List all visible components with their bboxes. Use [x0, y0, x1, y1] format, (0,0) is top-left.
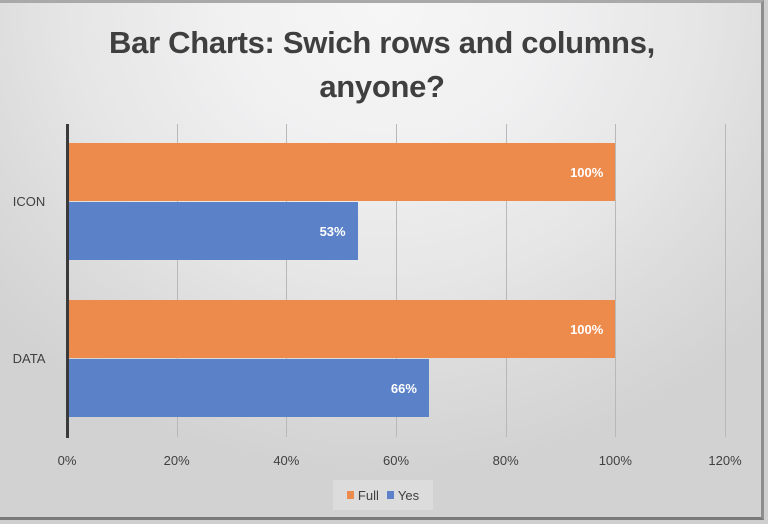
x-tick-label: 100%	[598, 453, 632, 468]
bar-data-label: 66%	[390, 380, 417, 396]
x-tick-label: 0%	[57, 453, 77, 468]
legend-swatch-yes	[386, 491, 394, 499]
plot-area	[67, 124, 727, 437]
chart-title: Bar Charts: Swich rows and columns, anyo…	[0, 21, 764, 109]
category-label-icon: ICON	[12, 194, 46, 209]
chart-title-line-2: anyone?	[319, 69, 445, 104]
x-tick-label: 120%	[708, 453, 742, 468]
gridline	[396, 124, 397, 437]
x-tick-label: 80%	[492, 453, 519, 468]
bar-data-label: 53%	[319, 223, 346, 239]
chart-title-line-1: Bar Charts: Swich rows and columns,	[109, 25, 655, 60]
legend-label-yes: Yes	[397, 487, 420, 503]
legend-label-full: Full	[357, 487, 379, 503]
legend-swatch-full	[346, 491, 354, 499]
legend-item-yes: Yes	[386, 487, 420, 503]
bar-full-icon: 100%	[69, 143, 616, 201]
x-tick-label: 20%	[163, 453, 190, 468]
gridline	[286, 124, 288, 437]
x-tick-label: 60%	[382, 453, 410, 468]
bar-yes-data: 66%	[69, 359, 429, 417]
bar-data-label: 100%	[570, 164, 604, 180]
legend-item-full: Full	[346, 487, 379, 503]
gridline	[615, 124, 617, 437]
category-label-data: DATA	[12, 351, 46, 366]
bar-data-label: 100%	[570, 321, 604, 337]
gridline	[725, 124, 726, 437]
gridline	[505, 124, 507, 437]
legend: Full Yes	[333, 480, 433, 510]
y-axis-line	[66, 124, 69, 438]
x-tick-label: 40%	[273, 453, 300, 468]
bar-yes-icon: 53%	[69, 202, 358, 260]
bar-full-data: 100%	[69, 300, 616, 358]
gridline	[176, 124, 178, 437]
